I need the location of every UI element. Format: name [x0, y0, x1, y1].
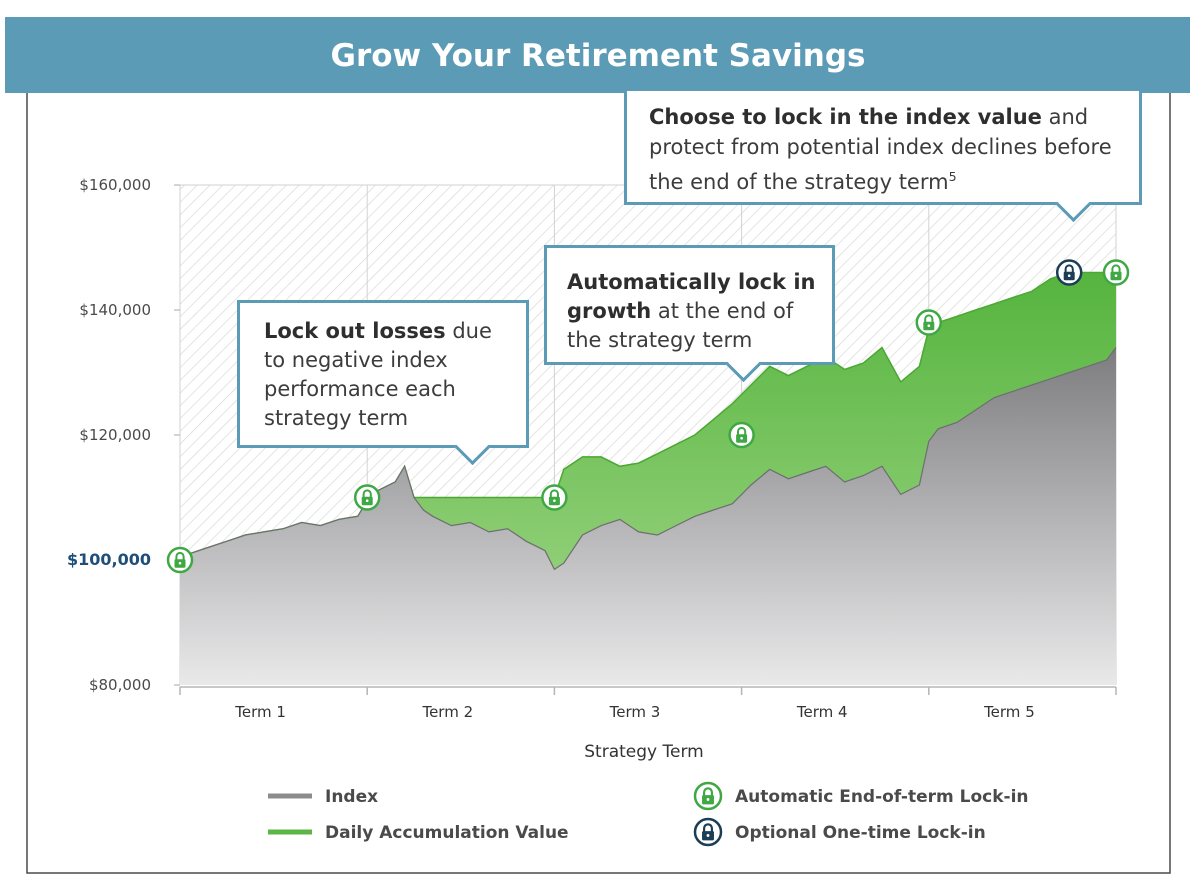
index-area [180, 347, 1116, 685]
legend-item: Optional One-time Lock-in [693, 817, 986, 847]
lock-markers [166, 259, 1130, 574]
legend-item: Daily Accumulation Value [268, 823, 569, 843]
x-axis-title: Strategy Term [584, 742, 703, 762]
callout-footnote-marker: 5 [948, 169, 957, 184]
y-axis: $160,000 $140,000 $120,000 $100,000 $80,000 [67, 176, 180, 694]
callout-growth-bold: Automatically lock in growth [567, 270, 816, 323]
automatic-lock-marker [728, 421, 755, 449]
optional-lock-marker [1055, 259, 1083, 286]
legend-item: Automatic End-of-term Lock-in [693, 781, 1029, 811]
x-tick-label: Term 5 [983, 703, 1035, 721]
callout-lock-in-growth: Automatically lock in growth at the end … [544, 245, 835, 383]
y-tick-label: $140,000 [79, 301, 151, 319]
index-line [179, 347, 1117, 571]
x-tick-label: Term 2 [421, 703, 473, 721]
y-tick-label: $80,000 [89, 676, 151, 694]
callout-lock-value-bold: Choose to lock in the index value [649, 105, 1042, 129]
legend-lock-icon [693, 781, 723, 811]
legend-lock-icon [693, 817, 723, 847]
x-tick-label: Term 1 [234, 703, 286, 721]
x-axis: Term 1 Term 2 Term 3 Term 4 Term 5 [179, 686, 1117, 721]
callout-growth-text: at the end of the strategy term [567, 299, 794, 352]
automatic-lock-marker [915, 309, 943, 336]
y-tick-label: $160,000 [79, 176, 151, 194]
callout-losses-text: due to negative index performance each s… [264, 319, 492, 430]
automatic-lock-marker [166, 546, 194, 574]
legend-label: Optional One-time Lock-in [735, 823, 986, 843]
chart-title: Grow Your Retirement Savings [331, 38, 866, 74]
automatic-lock-marker [541, 484, 568, 511]
title-banner-background [5, 17, 1190, 93]
x-tick-label: Term 3 [609, 703, 661, 721]
x-tick-label: Term 4 [796, 703, 848, 721]
legend-item: Index [268, 787, 378, 807]
callout-lock-index-value: Choose to lock in the index value and pr… [624, 88, 1142, 223]
title-banner: Grow Your Retirement Savings [5, 17, 1190, 93]
y-tick-label: $100,000 [67, 550, 151, 569]
automatic-lock-marker [353, 484, 381, 511]
callout-lock-value-text: and protect from potential index decline… [649, 105, 1112, 194]
legend-label: Index [325, 787, 378, 807]
callout-lock-out-losses: Lock out losses due to negative index pe… [237, 300, 529, 466]
legend-label: Daily Accumulation Value [325, 823, 569, 843]
callout-losses-bold: Lock out losses [264, 319, 446, 343]
automatic-lock-marker [1102, 259, 1130, 286]
legend: Index Daily Accumulation Value Automatic E… [268, 781, 1029, 847]
legend-label: Automatic End-of-term Lock-in [735, 787, 1029, 807]
y-tick-label: $120,000 [79, 426, 151, 444]
